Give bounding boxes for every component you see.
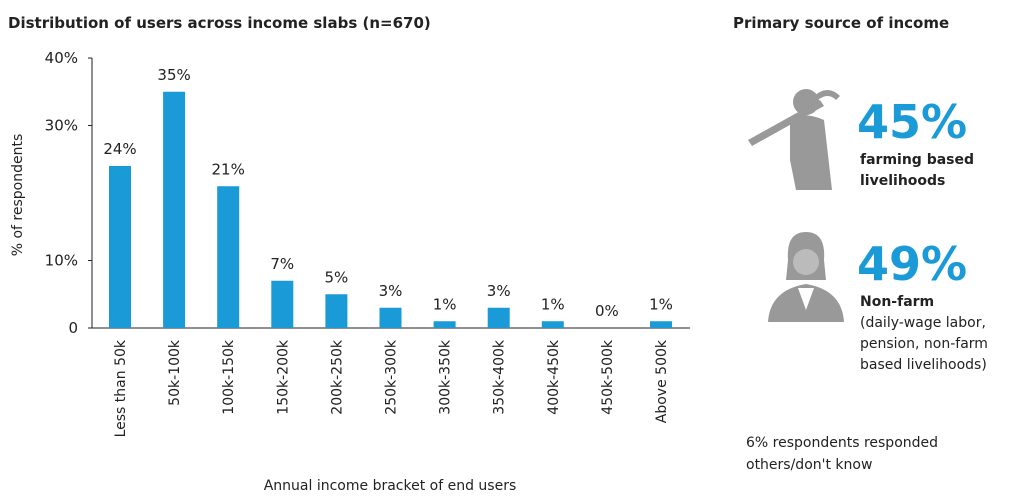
- stat-value: 49%: [857, 237, 967, 291]
- y-axis-title: % of respondents: [10, 134, 26, 257]
- stat-value: 45%: [857, 95, 967, 149]
- data-label: 21%: [212, 160, 245, 178]
- x-tick-label: 400k-450k: [546, 339, 562, 415]
- bar: [541, 321, 564, 328]
- data-label: 3%: [487, 282, 511, 300]
- x-tick-label: 150k-200k: [275, 339, 291, 415]
- farmer-icon: [748, 89, 840, 190]
- footnote: 6% respondents responded: [746, 435, 938, 451]
- chart-title: Distribution of users across income slab…: [8, 14, 431, 32]
- data-label: 1%: [649, 295, 673, 313]
- x-tick-label: Above 500k: [654, 339, 670, 423]
- x-tick-label: 250k-300k: [384, 339, 400, 415]
- x-tick-label: 300k-350k: [438, 339, 454, 415]
- bar: [163, 91, 186, 328]
- stat-detail: pension, non-farm: [860, 336, 988, 352]
- data-label: 1%: [433, 295, 457, 313]
- y-tick-label: 40%: [45, 49, 78, 67]
- x-tick-label: Less than 50k: [113, 339, 129, 437]
- stat-label: farming based: [860, 152, 974, 168]
- data-label: 1%: [541, 295, 565, 313]
- bar: [433, 321, 456, 328]
- worker-icon: [768, 232, 844, 322]
- x-tick-label: 350k-400k: [492, 339, 508, 415]
- bar: [217, 186, 240, 328]
- x-tick-label: 100k-150k: [221, 339, 237, 415]
- bar: [109, 166, 131, 328]
- stat-label: Non-farm: [860, 294, 934, 310]
- stat-detail: (daily-wage labor,: [860, 315, 986, 331]
- bar: [650, 321, 672, 328]
- x-axis-title: Annual income bracket of end users: [264, 478, 517, 494]
- footnote: others/don't know: [746, 457, 872, 473]
- bar: [325, 294, 348, 328]
- stat-label: livelihoods: [860, 173, 945, 189]
- data-label: 3%: [379, 282, 403, 300]
- data-label: 7%: [270, 255, 294, 273]
- bar: [379, 307, 402, 328]
- y-tick-label: 10%: [45, 252, 78, 270]
- y-tick-label: 30%: [45, 117, 78, 135]
- sidebar-title: Primary source of income: [733, 14, 949, 32]
- bar: [271, 280, 294, 328]
- data-label: 0%: [595, 302, 619, 320]
- stat-detail: based livelihoods): [860, 357, 987, 373]
- data-label: 24%: [103, 140, 136, 158]
- data-label: 35%: [157, 66, 190, 84]
- x-tick-label: 50k-100k: [167, 339, 183, 406]
- y-tick-label: 0: [68, 319, 78, 337]
- bar: [487, 307, 510, 328]
- data-label: 5%: [325, 268, 349, 286]
- x-tick-label: 200k-250k: [329, 339, 345, 415]
- x-tick-label: 450k-500k: [600, 339, 616, 415]
